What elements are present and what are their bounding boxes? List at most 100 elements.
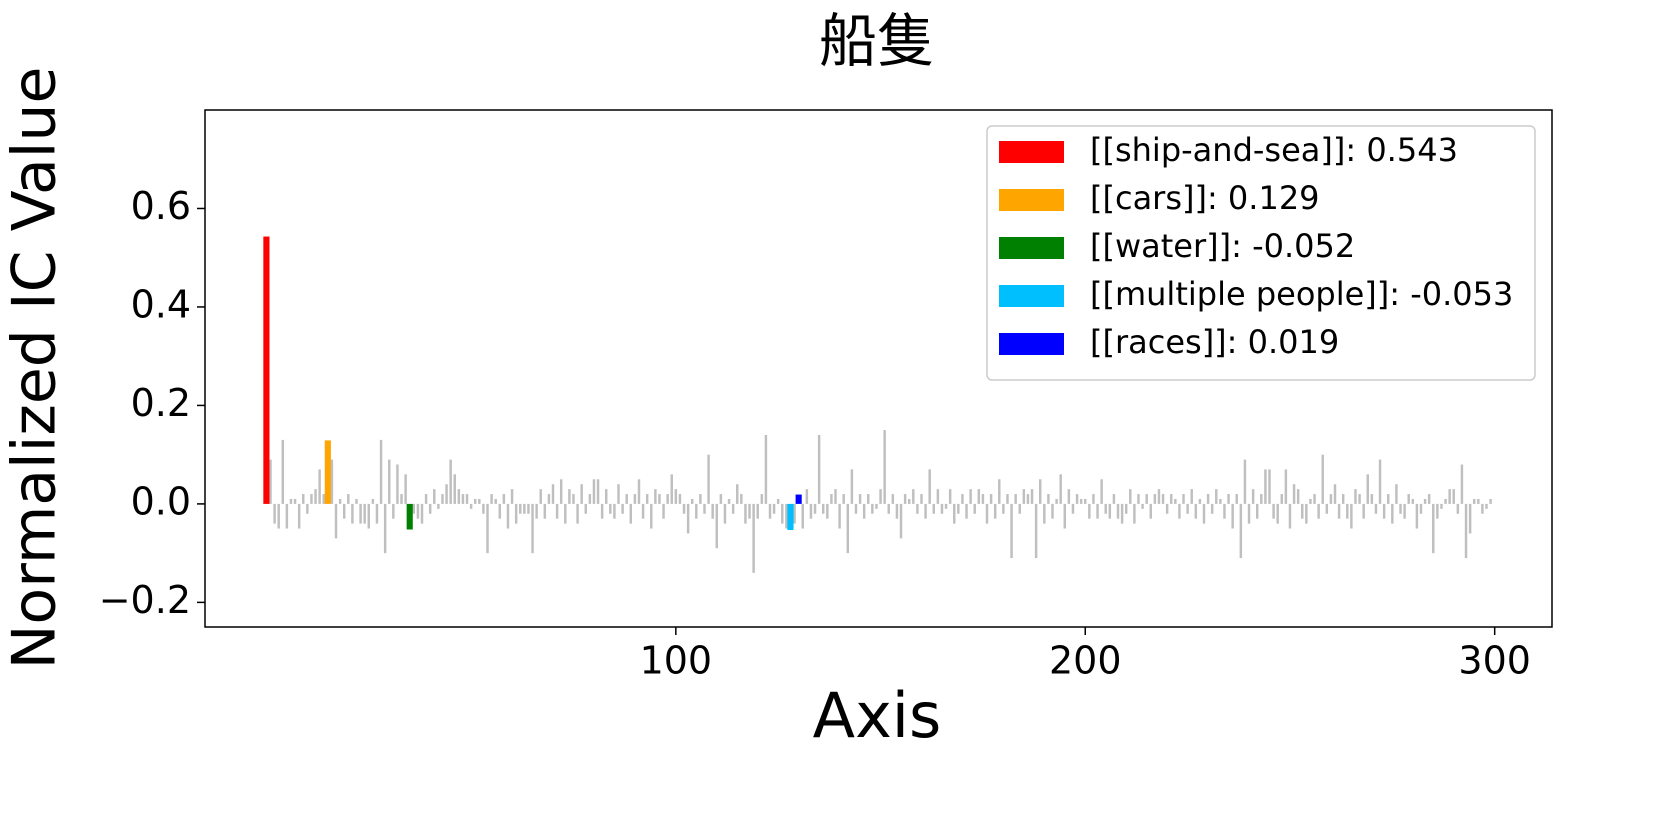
bar (1333, 484, 1337, 504)
bar (1096, 503, 1099, 519)
bar (457, 489, 461, 504)
bar (932, 503, 936, 514)
bar (314, 489, 317, 504)
bar (396, 464, 399, 504)
bar (322, 494, 325, 504)
bar (879, 489, 882, 504)
bar (744, 503, 747, 524)
bar (1190, 489, 1193, 504)
bar (731, 503, 735, 514)
bar (1280, 494, 1284, 504)
bar (1255, 503, 1259, 519)
bar (445, 484, 448, 504)
bar (1448, 489, 1451, 504)
bar (993, 503, 997, 519)
bar (1284, 469, 1288, 504)
bar (944, 503, 948, 509)
bar (1309, 498, 1312, 504)
bar (1227, 494, 1230, 504)
bar (924, 503, 927, 519)
bar (1034, 503, 1038, 559)
bar (1137, 494, 1140, 504)
bar (1161, 494, 1165, 504)
bar (1047, 494, 1050, 504)
bar (867, 494, 870, 504)
bar (1165, 503, 1169, 514)
bar (834, 489, 837, 504)
bar (1423, 498, 1427, 504)
bar (1231, 503, 1234, 529)
bar (1063, 503, 1067, 529)
y-tick-label: 0.2 (131, 381, 191, 425)
bar (420, 503, 424, 524)
bar (580, 484, 583, 504)
bar (781, 503, 784, 524)
bar (1157, 489, 1161, 504)
bar (1374, 503, 1378, 514)
bar (633, 494, 637, 504)
bar (1276, 503, 1279, 524)
bar (576, 503, 579, 524)
bar (821, 503, 825, 514)
bar (1391, 503, 1394, 524)
bar (1452, 489, 1455, 504)
x-tick-label: 200 (1049, 639, 1122, 683)
bar (609, 503, 612, 514)
bar (1108, 503, 1112, 519)
bar (1317, 503, 1320, 519)
bar (1010, 503, 1013, 559)
bar (645, 494, 649, 504)
bar (1186, 503, 1189, 514)
bar (1456, 503, 1460, 514)
bar (514, 503, 518, 524)
bar (1153, 494, 1157, 504)
bar (1325, 503, 1329, 514)
bar (965, 503, 968, 519)
bar (1223, 503, 1226, 519)
legend-box (986, 125, 1536, 381)
bar (379, 439, 383, 504)
bar (269, 459, 272, 504)
bar (1460, 464, 1464, 504)
bar (1055, 498, 1058, 504)
legend-swatch (999, 189, 1064, 211)
bar (787, 503, 794, 531)
bar (584, 503, 587, 514)
bar (776, 498, 780, 504)
y-tick-label: −0.2 (99, 578, 191, 622)
bar (605, 489, 608, 504)
bar (907, 498, 911, 504)
bar (842, 494, 845, 504)
bar (785, 503, 788, 529)
bar (355, 498, 358, 504)
bar (1219, 498, 1222, 504)
bar (953, 503, 956, 524)
legend-label: [[ship-and-sea]]: 0.543 (1090, 131, 1458, 169)
bar (793, 503, 796, 524)
bar (1489, 498, 1492, 504)
bar (392, 503, 395, 519)
bar (727, 498, 731, 504)
bar (572, 494, 575, 504)
bar (809, 503, 813, 519)
bar (1399, 503, 1402, 514)
bar (1030, 489, 1034, 504)
bar (715, 503, 719, 549)
bar (641, 503, 645, 519)
bar (1305, 503, 1308, 524)
bar (977, 489, 981, 504)
bar (388, 459, 391, 504)
bar (1350, 503, 1353, 529)
bar (948, 489, 952, 504)
legend-swatch (999, 285, 1064, 307)
bar (506, 503, 510, 529)
bar (1362, 503, 1365, 519)
bar (367, 503, 370, 529)
bar (600, 503, 604, 519)
bar (838, 503, 841, 529)
bar (1395, 484, 1398, 504)
bar (1321, 454, 1324, 504)
bar (351, 503, 354, 524)
bar (875, 503, 878, 509)
bar (719, 494, 723, 504)
